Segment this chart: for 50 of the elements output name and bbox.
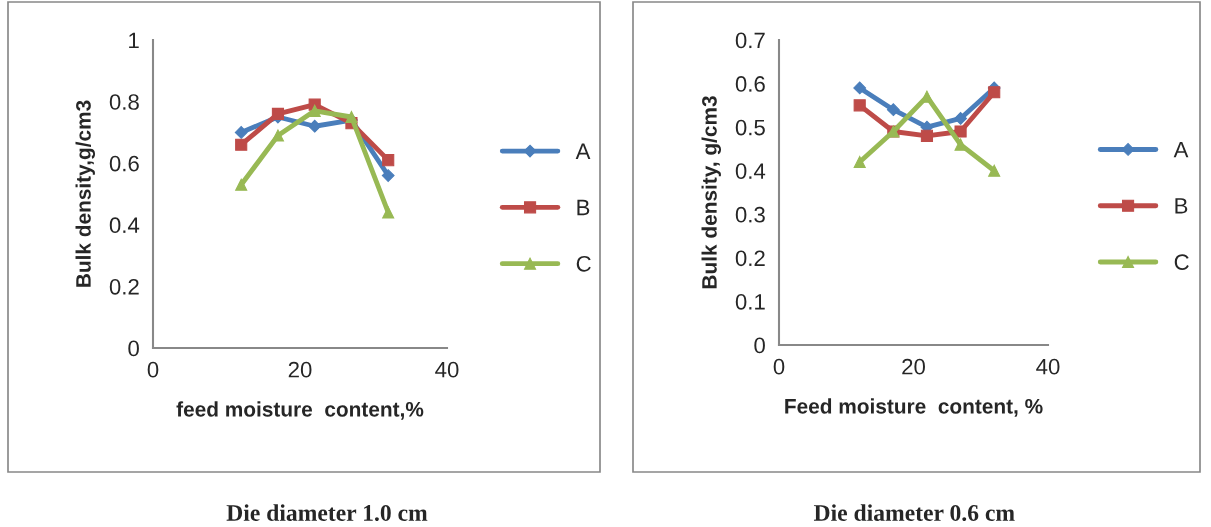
y-tick-label: 0 [754,337,765,354]
point [954,112,967,125]
legend-label: A [1173,141,1189,158]
x-axis-title: feed moisture content,% [176,401,424,420]
y-tick-label: 1 [129,32,139,49]
point [920,129,934,142]
legend-label: C [576,255,591,272]
x-tick-label: 0 [147,361,159,378]
y-tick-label: 0.8 [109,94,139,110]
text: Die diameter 1.0 cm [226,504,428,522]
point [853,155,866,169]
y-axis-title: Bulk density,g/cm3 [75,100,96,287]
point [988,86,1001,99]
y-tick-label: 0.6 [109,155,139,172]
y-tick-label: 0.2 [735,250,765,267]
point [235,138,248,151]
point [382,154,395,167]
y-tick-label: 0.3 [735,206,765,223]
point [853,99,866,112]
y-tick-label: 0.5 [735,119,765,136]
point [988,164,1001,177]
point [853,81,867,95]
y-tick-label: 0.6 [735,76,765,92]
text: Die diameter 0.6 cm [813,504,1015,522]
x-tick-label: 40 [435,361,459,378]
point [886,103,900,117]
legend-label: C [1174,254,1189,270]
x-tick-label: 0 [773,358,785,375]
x-tick-label: 20 [288,361,312,378]
y-tick-label: 0.2 [109,278,139,295]
legend-label: B [577,199,590,216]
point [271,107,285,120]
point [234,125,248,139]
point [308,119,322,133]
y-tick-label: 0.1 [735,293,765,310]
y-tick-label: 0.4 [109,217,140,234]
point [271,129,285,142]
x-tick-label: 20 [902,358,925,375]
point [954,125,967,138]
point [382,206,395,219]
point [235,178,248,191]
x-tick-label: 40 [1036,358,1060,375]
legend-label: B [1175,198,1188,214]
legend-label: A [575,143,591,159]
x-axis-title: Feed moisture content, % [785,398,1043,417]
y-tick-label: 0.4 [735,163,766,179]
y-tick-label: 0.7 [735,32,765,49]
y-tick-label: 0 [128,340,139,357]
y-axis-title: Bulk density, g/cm3 [701,96,722,289]
point [381,169,395,182]
